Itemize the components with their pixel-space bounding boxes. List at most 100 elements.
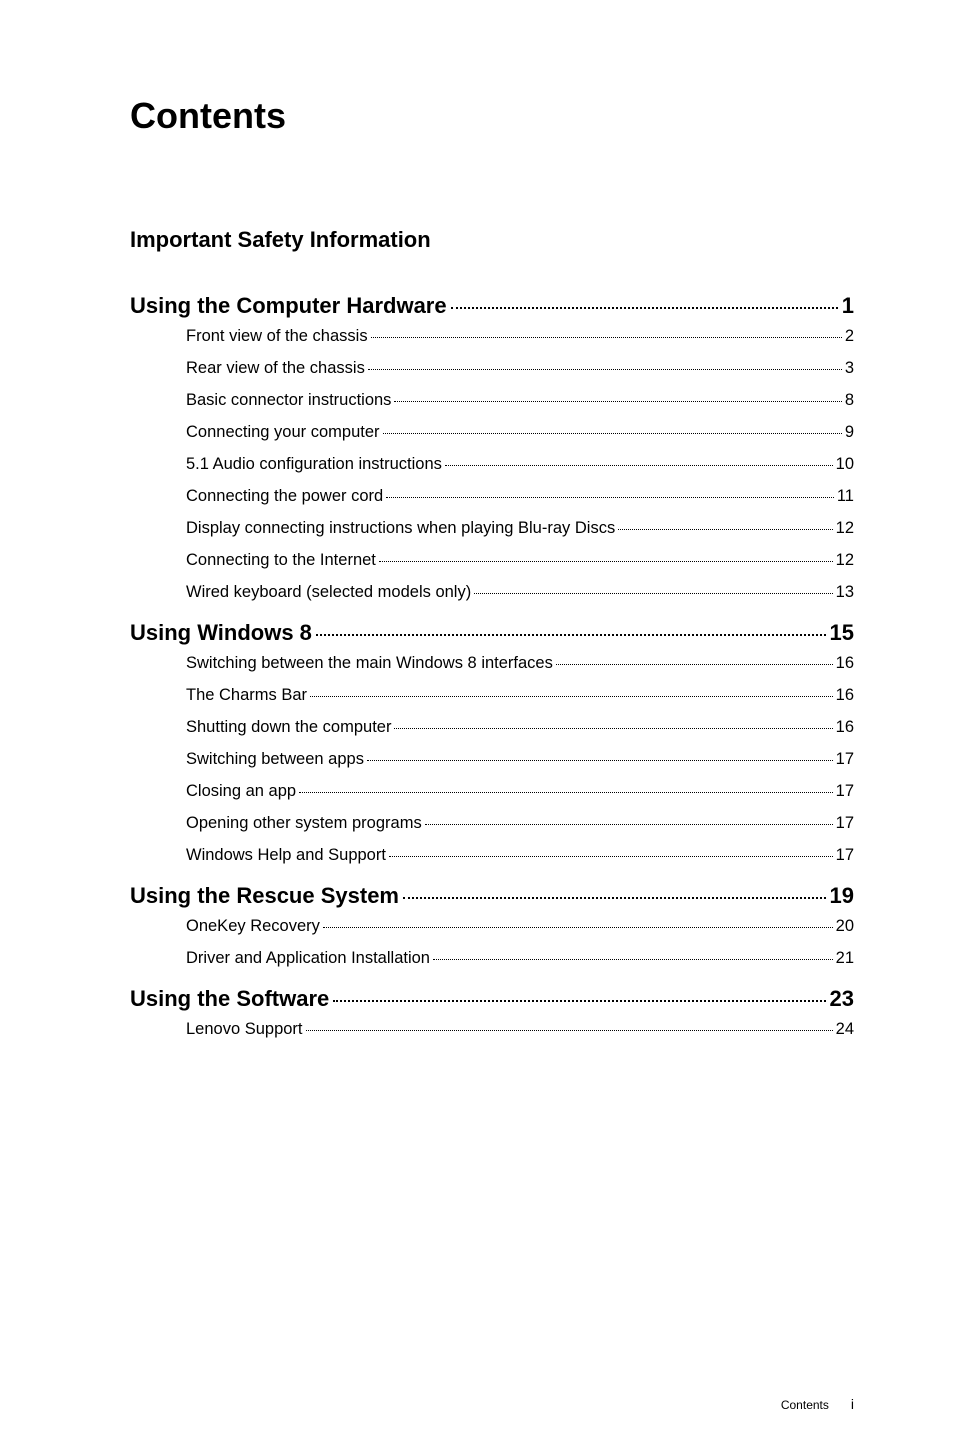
toc-item-label: Display connecting instructions when pla…: [186, 519, 615, 538]
toc-item[interactable]: Closing an app 17: [186, 782, 854, 801]
toc-leader: [451, 307, 838, 309]
toc-block-rescue: Using the Rescue System 19 OneKey Recove…: [130, 883, 854, 968]
toc-leader: [433, 959, 833, 960]
toc-item-label: Basic connector instructions: [186, 391, 391, 410]
toc-leader: [425, 824, 833, 825]
toc-leader: [394, 728, 832, 729]
toc-item-label: Connecting your computer: [186, 423, 380, 442]
toc-item-label: Wired keyboard (selected models only): [186, 583, 471, 602]
toc-item-page: 17: [836, 750, 854, 769]
toc-leader: [379, 561, 833, 562]
toc-leader: [306, 1030, 833, 1031]
toc-leader: [310, 696, 833, 697]
toc-item-label: Shutting down the computer: [186, 718, 391, 737]
toc-item[interactable]: Rear view of the chassis 3: [186, 359, 854, 378]
toc-item-page: 17: [836, 782, 854, 801]
toc-leader: [386, 497, 834, 498]
toc-item[interactable]: Driver and Application Installation21: [186, 949, 854, 968]
toc-leader: [618, 529, 832, 530]
toc-section-label: Using Windows 8: [130, 620, 312, 646]
toc-item-page: 12: [836, 551, 854, 570]
toc-item-page: 21: [836, 949, 854, 968]
toc-item-page: 20: [836, 917, 854, 936]
toc-item[interactable]: Connecting the power cord 11: [186, 487, 854, 506]
toc-item-page: 17: [836, 846, 854, 865]
toc-block-windows8: Using Windows 8 15 Switching between the…: [130, 620, 854, 865]
toc-leader: [389, 856, 833, 857]
toc-leader: [474, 593, 832, 594]
toc-item[interactable]: Front view of the chassis 2: [186, 327, 854, 346]
toc-item[interactable]: Switching between apps 17: [186, 750, 854, 769]
toc-leader: [445, 465, 833, 466]
toc-leader: [371, 337, 842, 338]
toc-item-page: 11: [837, 487, 854, 506]
toc-item[interactable]: Basic connector instructions 8: [186, 391, 854, 410]
toc-leader: [299, 792, 833, 793]
toc-section-hardware[interactable]: Using the Computer Hardware 1: [130, 293, 854, 319]
toc-item-page: 13: [836, 583, 854, 602]
toc-item[interactable]: Windows Help and Support 17: [186, 846, 854, 865]
toc-section-page: 1: [842, 293, 854, 319]
toc-item-page: 16: [836, 718, 854, 737]
toc-item[interactable]: Connecting your computer 9: [186, 423, 854, 442]
toc-leader: [333, 1000, 825, 1002]
section-heading-safety: Important Safety Information: [130, 227, 854, 253]
toc-item-label: Windows Help and Support: [186, 846, 386, 865]
toc-section-software[interactable]: Using the Software 23: [130, 986, 854, 1012]
toc-section-rescue[interactable]: Using the Rescue System 19: [130, 883, 854, 909]
toc-item-label: Closing an app: [186, 782, 296, 801]
toc-item-label: Lenovo Support: [186, 1020, 303, 1039]
toc-section-page: 15: [830, 620, 854, 646]
toc-leader: [316, 634, 826, 636]
toc-item-label: Connecting to the Internet: [186, 551, 376, 570]
toc-item-page: 24: [836, 1020, 854, 1039]
toc-item-label: Opening other system programs: [186, 814, 422, 833]
toc-item-page: 16: [836, 654, 854, 673]
toc-item-page: 17: [836, 814, 854, 833]
toc-item-label: Connecting the power cord: [186, 487, 383, 506]
toc-item-page: 3: [845, 359, 854, 378]
toc-block-software: Using the Software 23 Lenovo Support 24: [130, 986, 854, 1039]
toc-item[interactable]: The Charms Bar 16: [186, 686, 854, 705]
toc-item-label: Rear view of the chassis: [186, 359, 365, 378]
footer-page-number: i: [851, 1396, 854, 1412]
toc-section-page: 23: [830, 986, 854, 1012]
toc-item[interactable]: Wired keyboard (selected models only) 13: [186, 583, 854, 602]
toc-item[interactable]: Display connecting instructions when pla…: [186, 519, 854, 538]
toc-item-label: The Charms Bar: [186, 686, 307, 705]
toc-leader: [383, 433, 842, 434]
toc-block-hardware: Using the Computer Hardware 1 Front view…: [130, 293, 854, 602]
toc-item[interactable]: Switching between the main Windows 8 int…: [186, 654, 854, 673]
toc-leader: [556, 664, 833, 665]
toc-section-page: 19: [830, 883, 854, 909]
toc-item-page: 10: [836, 455, 854, 474]
toc-section-label: Using the Software: [130, 986, 329, 1012]
toc-leader: [368, 369, 842, 370]
toc-item-label: Front view of the chassis: [186, 327, 368, 346]
page-title: Contents: [130, 95, 854, 137]
toc-item[interactable]: Lenovo Support 24: [186, 1020, 854, 1039]
toc-section-windows8[interactable]: Using Windows 8 15: [130, 620, 854, 646]
toc-section-label: Using the Rescue System: [130, 883, 399, 909]
toc-item-page: 9: [845, 423, 854, 442]
toc-item[interactable]: OneKey Recovery 20: [186, 917, 854, 936]
toc-item[interactable]: 5.1 Audio configuration instructions 10: [186, 455, 854, 474]
toc-leader: [394, 401, 841, 402]
toc-section-label: Using the Computer Hardware: [130, 293, 447, 319]
toc-item[interactable]: Shutting down the computer 16: [186, 718, 854, 737]
toc-item[interactable]: Connecting to the Internet 12: [186, 551, 854, 570]
toc-item-page: 8: [845, 391, 854, 410]
toc-leader: [367, 760, 833, 761]
page-footer: Contents i: [781, 1396, 854, 1412]
toc-item-label: OneKey Recovery: [186, 917, 320, 936]
toc-item[interactable]: Opening other system programs 17: [186, 814, 854, 833]
toc-item-label: Switching between apps: [186, 750, 364, 769]
footer-label: Contents: [781, 1398, 829, 1412]
toc-item-page: 12: [836, 519, 854, 538]
toc-leader: [403, 897, 826, 899]
toc-item-page: 16: [836, 686, 854, 705]
toc-item-label: Switching between the main Windows 8 int…: [186, 654, 553, 673]
toc-item-page: 2: [845, 327, 854, 346]
toc-leader: [323, 927, 833, 928]
toc-item-label: 5.1 Audio configuration instructions: [186, 455, 442, 474]
